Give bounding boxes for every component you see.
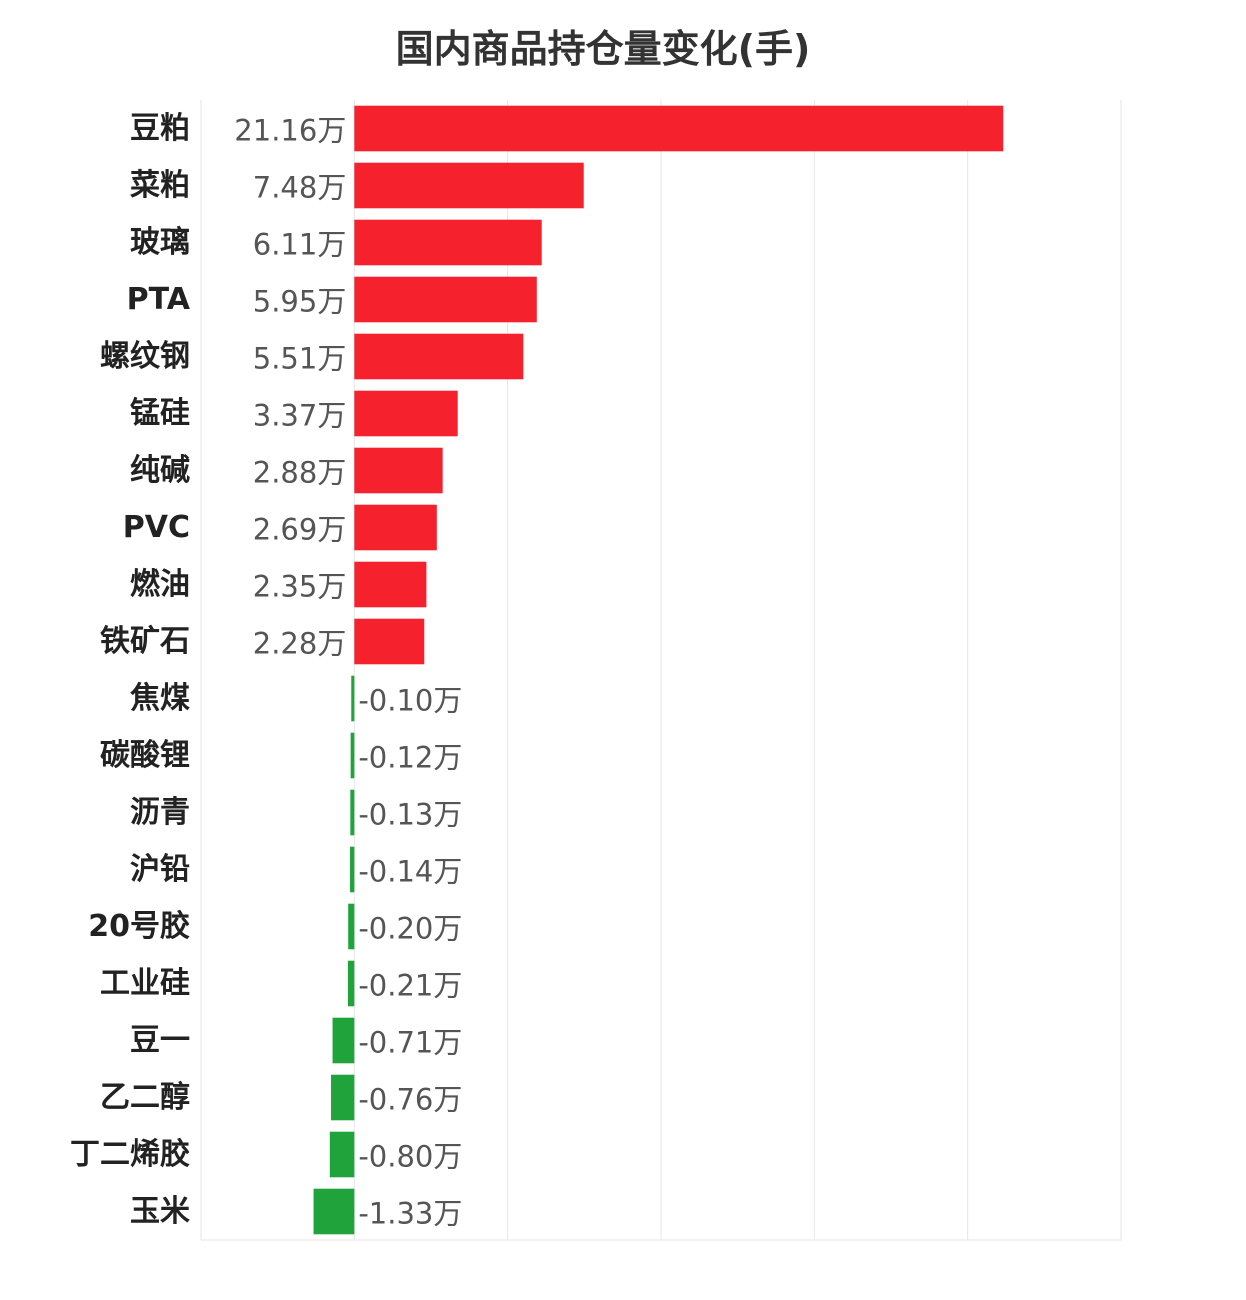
category-label: 燃油 xyxy=(130,567,190,602)
category-label: 铁矿石 xyxy=(100,624,190,659)
category-label: 玉米 xyxy=(130,1194,190,1229)
value-label: 3.37万 xyxy=(253,399,347,433)
category-label: 焦煤 xyxy=(130,681,190,716)
bar xyxy=(351,675,355,722)
category-label: 乙二醇 xyxy=(100,1080,190,1115)
category-label: 沥青 xyxy=(130,795,190,830)
value-label: 5.95万 xyxy=(253,285,347,319)
bar xyxy=(313,1188,355,1235)
bar xyxy=(348,903,355,950)
value-label: -0.10万 xyxy=(358,684,462,718)
value-label: -0.13万 xyxy=(358,798,462,832)
category-label: 豆一 xyxy=(130,1023,190,1058)
bar xyxy=(354,219,542,266)
bar xyxy=(354,333,524,380)
category-label: 20号胶 xyxy=(88,909,190,944)
value-label: 2.69万 xyxy=(253,513,347,547)
bar xyxy=(354,276,537,323)
category-label: 螺纹钢 xyxy=(100,339,190,374)
category-label: 菜粕 xyxy=(130,168,190,203)
value-label: 7.48万 xyxy=(253,171,347,205)
value-label: -0.71万 xyxy=(358,1026,462,1060)
value-label: 2.28万 xyxy=(253,627,347,661)
category-label: 沪铅 xyxy=(130,852,190,887)
bar xyxy=(354,390,458,437)
bar xyxy=(354,504,437,551)
value-label: -0.76万 xyxy=(358,1083,462,1117)
value-label: -0.14万 xyxy=(358,855,462,889)
value-label: 21.16万 xyxy=(234,114,346,148)
value-label: 2.88万 xyxy=(253,456,347,490)
chart-title: 国内商品持仓量变化(手) xyxy=(395,27,811,71)
category-label: 玻璃 xyxy=(130,225,190,260)
category-label: PVC xyxy=(123,510,190,545)
category-label: 碳酸锂 xyxy=(100,738,190,773)
bar xyxy=(331,1074,355,1121)
bar xyxy=(354,105,1004,152)
value-label: 2.35万 xyxy=(253,570,347,604)
category-label: 纯碱 xyxy=(130,453,190,488)
bar xyxy=(354,561,427,608)
category-label: 丁二烯胶 xyxy=(70,1137,190,1172)
bar xyxy=(354,618,425,665)
bar xyxy=(350,789,355,836)
value-label: 6.11万 xyxy=(253,228,347,262)
bar xyxy=(350,846,355,893)
bar xyxy=(354,162,584,209)
bar xyxy=(347,960,355,1007)
category-label: 锰硅 xyxy=(130,396,190,431)
category-label: PTA xyxy=(127,282,191,317)
value-label: -1.33万 xyxy=(358,1197,462,1231)
value-label: -0.80万 xyxy=(358,1140,462,1174)
value-label: -0.21万 xyxy=(358,969,462,1003)
bar xyxy=(329,1131,355,1178)
bar xyxy=(350,732,355,779)
value-label: 5.51万 xyxy=(253,342,347,376)
bar xyxy=(332,1017,355,1064)
value-label: -0.20万 xyxy=(358,912,462,946)
category-label: 工业硅 xyxy=(100,966,190,1001)
bar xyxy=(354,447,443,494)
category-label: 豆粕 xyxy=(130,111,190,146)
value-label: -0.12万 xyxy=(358,741,462,775)
